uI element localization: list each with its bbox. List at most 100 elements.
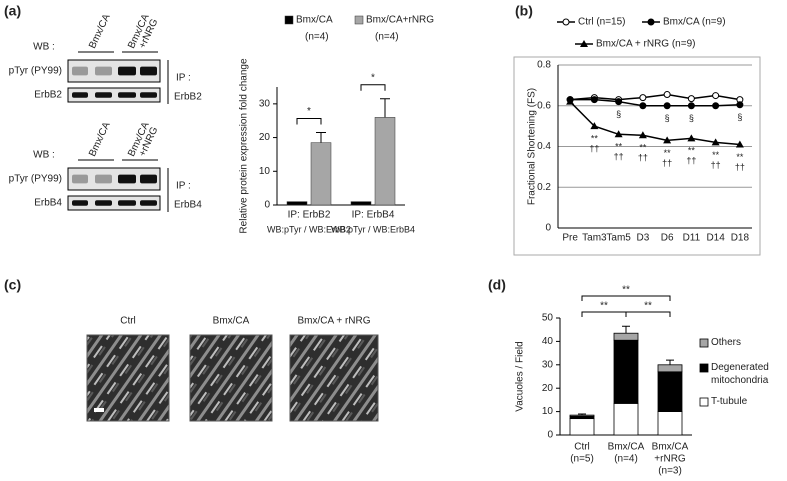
significance-label: **	[622, 285, 630, 296]
blot-band	[118, 92, 136, 98]
annotation: ††	[614, 152, 624, 162]
significance-bracket	[296, 118, 322, 125]
legend-marker	[647, 18, 655, 26]
marker	[687, 102, 695, 110]
significance-bracket	[581, 295, 671, 301]
marker	[736, 101, 744, 109]
blot-band	[72, 92, 88, 98]
annotation: **	[736, 152, 744, 162]
bar-segment	[613, 403, 639, 436]
micrograph-label: Bmx/CA + rNRG	[297, 316, 370, 327]
x-tick-label: D3	[636, 233, 649, 244]
blot-band	[95, 200, 112, 206]
annotation: §	[689, 113, 694, 123]
blot-band	[140, 174, 157, 184]
y-axis-label: Relative protein expression fold change	[239, 58, 250, 234]
legend-swatch	[699, 338, 709, 348]
panel-label: (c)	[4, 277, 21, 293]
annotation: §	[737, 112, 742, 122]
annotation: ††	[735, 162, 745, 172]
legend-label: Ctrl (n=15)	[578, 17, 626, 28]
legend-marker	[562, 18, 570, 26]
x-tick-label: Pre	[562, 233, 578, 244]
bar	[350, 201, 372, 206]
legend-label: Bmx/CA+rNRG	[366, 15, 434, 26]
blot-band	[95, 92, 112, 98]
blot-band	[140, 92, 157, 98]
scale-bar	[94, 408, 104, 412]
error-bar	[622, 325, 630, 334]
marker	[711, 138, 720, 146]
marker	[590, 122, 599, 130]
line	[569, 101, 740, 146]
significance-bracket	[360, 84, 386, 91]
blot-band	[118, 174, 136, 184]
legend-swatch	[354, 15, 364, 25]
annotation: ††	[662, 158, 672, 168]
marker	[614, 130, 623, 138]
blot-row-label: pTyr (PY99)	[9, 174, 62, 185]
error-bar	[578, 413, 586, 416]
marker	[590, 96, 598, 104]
bar-segment	[569, 414, 595, 417]
x-tick-label: Tam5	[606, 233, 631, 244]
annotation: ††	[711, 160, 721, 170]
y-tick-label: 30	[259, 98, 271, 109]
annotation: **	[615, 142, 623, 152]
error-bar	[380, 98, 390, 118]
legend-note: (n=4)	[305, 32, 329, 43]
legend-label: Degenerated mitochondria	[711, 362, 769, 386]
micrograph	[86, 334, 170, 422]
x-tick-label: +rNRG	[654, 454, 686, 465]
blot-band	[140, 200, 157, 206]
legend-marker	[580, 40, 588, 47]
x-tick-label: (n=3)	[658, 466, 682, 477]
significance-bracket	[625, 311, 671, 317]
micrograph	[189, 334, 273, 422]
x-tick-label: Bmx/CA	[608, 442, 645, 453]
panel-label: (b)	[515, 3, 533, 19]
blot-band	[118, 66, 136, 76]
legend-label: Bmx/CA + rNRG (n=9)	[596, 39, 695, 50]
bar-segment	[657, 364, 683, 373]
marker	[735, 140, 744, 148]
blot-band	[95, 66, 112, 76]
y-axis-label: Fractional Shortening (FS)	[527, 88, 538, 205]
marker	[663, 91, 671, 99]
micrograph-label: Ctrl	[120, 316, 136, 327]
line	[570, 98, 740, 107]
legend-label: T-tubule	[711, 396, 748, 407]
marker	[638, 131, 647, 139]
ip-label: IP :	[176, 181, 191, 192]
plot-frame	[513, 56, 761, 256]
wb-label: WB :	[33, 150, 55, 161]
blot-row-label: ErbB2	[34, 90, 62, 101]
bar-segment	[569, 418, 595, 436]
marker	[663, 102, 671, 110]
x-tick-label: D14	[706, 233, 725, 244]
bar	[286, 201, 308, 206]
marker	[639, 94, 647, 102]
blot-row-label: ErbB4	[34, 198, 62, 209]
blot-band	[95, 174, 112, 184]
bar-segment	[657, 371, 683, 413]
x-tick-label: (n=5)	[570, 454, 594, 465]
blot-band	[72, 200, 88, 206]
annotation: ††	[589, 144, 599, 154]
x-tick-label: D11	[683, 233, 701, 244]
x-tick-label: Bmx/CA	[652, 442, 689, 453]
legend-swatch	[699, 397, 709, 407]
lane-label: Bmx/CA	[87, 120, 113, 158]
legend-swatch	[284, 15, 294, 25]
significance-label: **	[644, 301, 652, 312]
error-bar	[666, 359, 674, 365]
y-tick-label: 0.6	[537, 100, 551, 111]
ip-target: ErbB4	[174, 200, 202, 211]
x-tick-label: (n=4)	[614, 454, 638, 465]
marker	[712, 102, 720, 110]
annotation: **	[664, 148, 672, 158]
marker	[566, 97, 575, 105]
y-tick-label: 0	[545, 223, 551, 234]
legend-label: Bmx/CA (n=9)	[663, 17, 726, 28]
